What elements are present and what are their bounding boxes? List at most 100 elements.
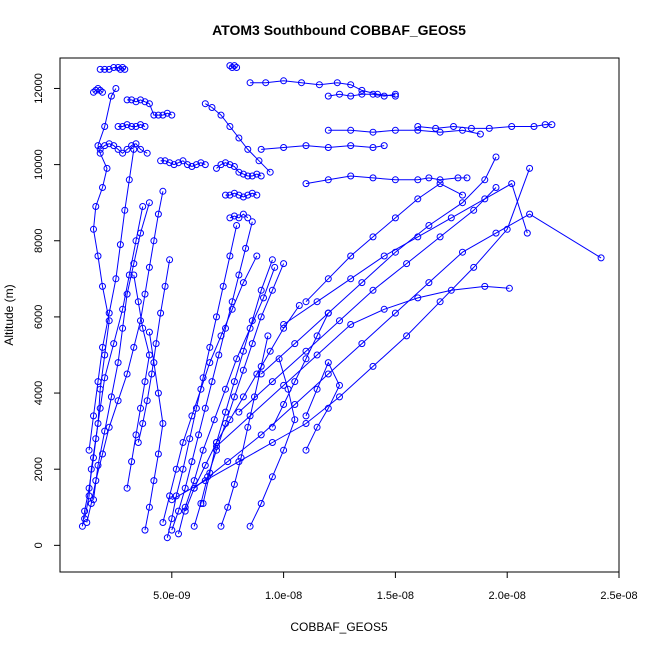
data-point <box>302 446 310 454</box>
data-point <box>201 461 209 469</box>
plot-frame <box>59 57 620 573</box>
data-point <box>150 111 158 119</box>
data-point <box>380 252 388 260</box>
data-point <box>248 340 256 348</box>
data-point <box>206 343 214 351</box>
profile-line <box>216 285 510 447</box>
data-point <box>324 370 332 378</box>
data-point <box>105 317 113 325</box>
data-point <box>192 161 200 169</box>
data-point <box>226 191 234 199</box>
data-point <box>107 393 115 401</box>
data-point <box>369 90 377 98</box>
data-point <box>181 503 189 511</box>
data-point <box>391 90 399 98</box>
data-point <box>87 465 95 473</box>
data-point <box>253 370 261 378</box>
data-point <box>137 229 144 237</box>
data-point <box>369 362 377 370</box>
profile-line <box>283 182 528 325</box>
data-point <box>358 90 366 98</box>
profile-line <box>193 213 602 489</box>
data-point <box>130 271 138 279</box>
data-point <box>230 480 238 488</box>
data-point <box>302 412 310 420</box>
data-point <box>130 260 138 268</box>
data-point <box>110 64 118 71</box>
data-point <box>168 111 176 119</box>
data-point <box>94 378 102 386</box>
data-point <box>213 313 220 321</box>
data-point <box>597 254 605 262</box>
data-point <box>336 393 343 401</box>
profile-line <box>178 267 276 535</box>
data-point <box>369 128 377 136</box>
data-point <box>391 214 399 222</box>
y-tick-label: 4000 <box>33 381 45 405</box>
data-point <box>226 416 234 424</box>
data-point <box>268 473 276 481</box>
data-point <box>168 515 176 523</box>
data-point <box>222 420 229 427</box>
x-tick-label: 1.5e-08 <box>377 590 414 602</box>
data-point <box>179 465 187 473</box>
data-point <box>137 404 144 412</box>
data-point <box>302 180 310 188</box>
data-point <box>235 271 243 279</box>
data-point <box>313 423 321 431</box>
data-point <box>253 170 261 178</box>
data-point <box>454 174 462 182</box>
data-point <box>132 431 140 439</box>
data-point <box>391 92 399 100</box>
data-point <box>154 450 162 458</box>
data-point <box>157 309 165 317</box>
data-point <box>141 378 149 386</box>
data-point <box>105 423 113 431</box>
data-point <box>230 393 238 401</box>
data-point <box>235 134 243 142</box>
data-point <box>414 233 422 241</box>
profile-line <box>126 274 150 489</box>
profile-line <box>261 145 385 150</box>
data-point <box>380 142 388 150</box>
data-point <box>239 347 247 355</box>
data-point <box>197 385 205 393</box>
data-point <box>275 355 283 363</box>
profile-line <box>260 156 497 375</box>
data-point <box>145 199 153 207</box>
data-point <box>239 193 247 201</box>
data-point <box>447 286 455 294</box>
data-point <box>230 378 238 386</box>
data-point <box>481 176 489 184</box>
data-point <box>204 473 212 481</box>
data-point <box>492 184 500 191</box>
data-point <box>96 145 104 153</box>
profile-line <box>250 80 396 97</box>
data-point <box>313 385 321 393</box>
data-point <box>152 340 160 348</box>
data-point <box>463 174 471 182</box>
data-point <box>347 172 355 180</box>
data-point <box>159 519 167 526</box>
data-point <box>110 142 118 150</box>
data-point <box>172 492 180 500</box>
data-point <box>436 176 444 184</box>
profile-line <box>305 183 463 303</box>
data-point <box>268 423 276 431</box>
data-point <box>380 305 388 313</box>
data-point <box>226 214 234 222</box>
data-point <box>123 484 131 492</box>
data-point <box>94 85 102 92</box>
data-point <box>181 507 189 515</box>
data-point <box>492 229 500 237</box>
profile-line <box>249 358 296 527</box>
data-point <box>403 260 411 268</box>
data-point <box>239 170 247 178</box>
data-point <box>154 389 162 397</box>
data-point <box>137 145 144 153</box>
data-point <box>414 123 422 130</box>
data-point <box>123 121 131 129</box>
data-point <box>96 86 104 94</box>
data-point <box>101 123 109 130</box>
data-point <box>112 275 120 283</box>
